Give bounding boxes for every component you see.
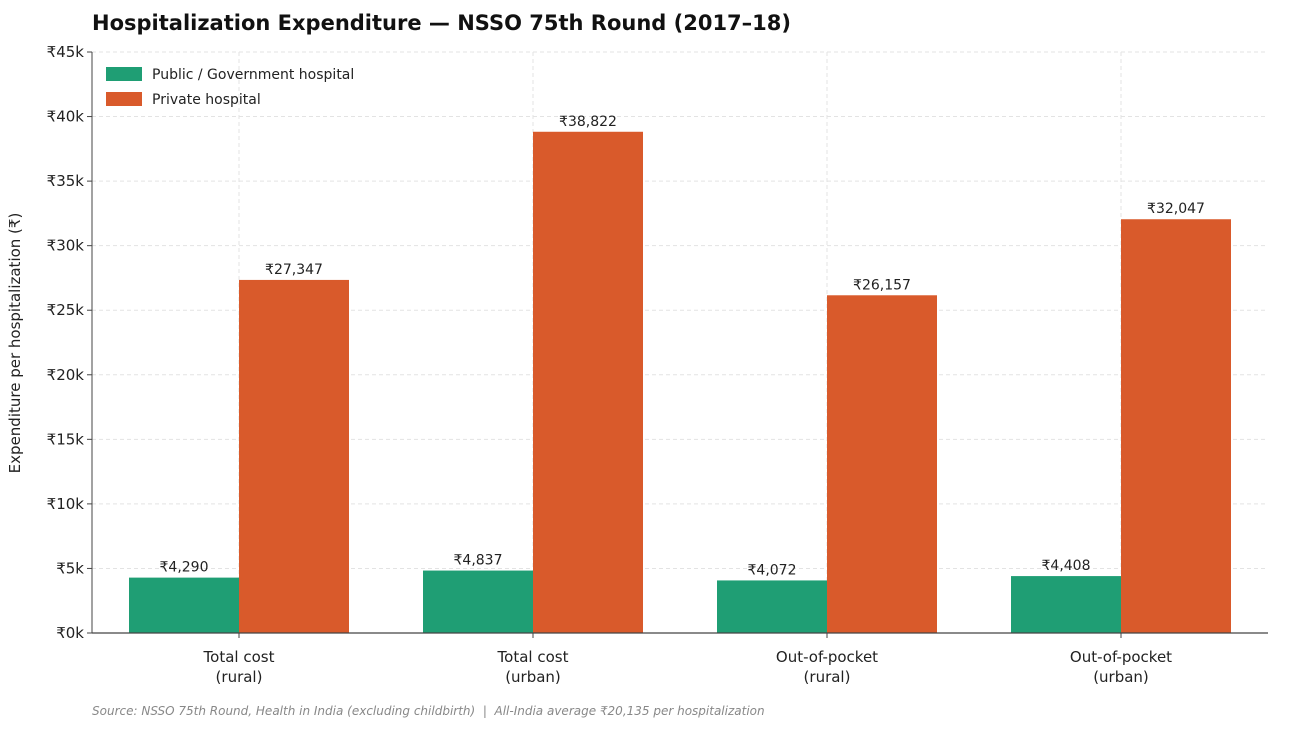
y-tick-label: ₹5k [56, 559, 84, 577]
x-tick-label: Out-of-pocket [1070, 648, 1172, 666]
bar-value-label: ₹4,072 [748, 562, 797, 578]
x-tick-label: Total cost [497, 648, 569, 666]
y-tick-label: ₹0k [56, 624, 84, 642]
legend-label: Private hospital [152, 92, 261, 108]
bar [129, 577, 239, 633]
y-tick-label: ₹45k [47, 43, 85, 61]
y-tick-label: ₹30k [47, 237, 85, 255]
y-tick-label: ₹20k [47, 366, 85, 384]
legend-label: Public / Government hospital [152, 67, 354, 83]
source-note: Source: NSSO 75th Round, Health in India… [92, 704, 765, 718]
x-tick-label: (rural) [804, 668, 851, 686]
chart-title: Hospitalization Expenditure — NSSO 75th … [92, 11, 791, 35]
bar-value-label: ₹4,837 [454, 553, 503, 569]
bar-value-label: ₹4,290 [160, 560, 209, 576]
bar [1121, 219, 1231, 634]
y-tick-label: ₹40k [47, 108, 85, 126]
x-tick-label: (rural) [216, 668, 263, 686]
bar [827, 295, 937, 633]
bar-value-label: ₹4,408 [1042, 558, 1091, 574]
bar [423, 570, 533, 633]
bar [1011, 576, 1121, 633]
y-tick-label: ₹15k [47, 430, 85, 448]
x-tick-label: Total cost [203, 648, 275, 666]
x-tick-label: Out-of-pocket [776, 648, 878, 666]
y-tick-label: ₹35k [47, 172, 85, 190]
bar-value-label: ₹38,822 [559, 114, 617, 130]
legend: Public / Government hospital Private hosp… [106, 67, 354, 108]
bar [239, 279, 349, 633]
y-tick-label: ₹25k [47, 301, 85, 319]
bar [533, 131, 643, 634]
bar [717, 580, 827, 633]
x-tick-label: (urban) [1093, 668, 1149, 686]
bar-value-label: ₹26,157 [853, 277, 911, 293]
bar-value-label: ₹32,047 [1147, 201, 1205, 217]
bars-layer [129, 131, 1231, 634]
legend-swatch [106, 92, 142, 106]
y-axis-label: Expenditure per hospitalization (₹) [6, 213, 24, 474]
bar-value-label: ₹27,347 [265, 262, 323, 278]
x-tick-label: (urban) [505, 668, 561, 686]
legend-swatch [106, 67, 142, 81]
axes-layer: ₹0k ₹5k ₹10k ₹15k ₹20k ₹25k ₹30k ₹35k ₹40k ₹45k To… [47, 43, 1268, 686]
labels-layer: ₹4,290 ₹4,837 ₹4,072 ₹4,408 ₹27,347 ₹38,822 ₹2… [160, 114, 1205, 579]
y-tick-label: ₹10k [47, 495, 85, 513]
